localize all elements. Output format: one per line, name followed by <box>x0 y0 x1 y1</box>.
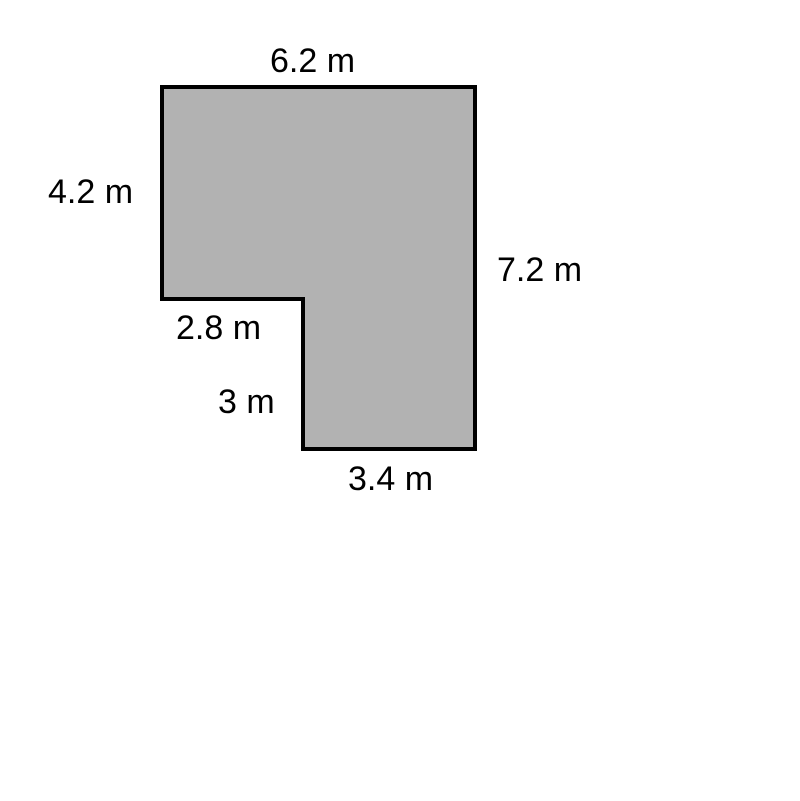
dimension-label-right: 7.2 m <box>497 251 582 290</box>
dimension-label-bottom: 3.4 m <box>348 460 433 499</box>
dimension-label-notch-vertical: 3 m <box>218 383 275 422</box>
dimension-label-left: 4.2 m <box>48 173 133 212</box>
geometry-diagram: 6.2 m 4.2 m 7.2 m 2.8 m 3 m 3.4 m <box>0 0 800 801</box>
shape-svg <box>0 0 800 801</box>
dimension-label-notch-horizontal: 2.8 m <box>176 309 261 348</box>
dimension-label-top: 6.2 m <box>270 42 355 81</box>
l-shape-polygon <box>162 87 475 449</box>
